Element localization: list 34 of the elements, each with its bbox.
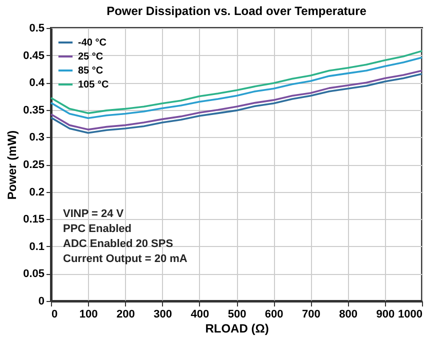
y-tick-label: 0.15 bbox=[23, 214, 44, 226]
line-series bbox=[50, 50, 423, 114]
y-tick-label: 0.35 bbox=[23, 104, 44, 116]
x-tick-label: 800 bbox=[339, 308, 358, 320]
y-tick-label: 0.1 bbox=[29, 240, 44, 253]
y-axis-title: Power (mW) bbox=[5, 130, 20, 200]
x-tick-label: 600 bbox=[264, 308, 284, 320]
y-tick-label: 0.2 bbox=[29, 186, 44, 198]
annotation: VINP = 24 V bbox=[63, 208, 124, 220]
x-tick-label: 200 bbox=[116, 308, 135, 320]
annotation: PPC Enabled bbox=[63, 223, 132, 235]
legend-label: 105 °C bbox=[78, 80, 109, 90]
y-tick-label: 0.4 bbox=[29, 77, 46, 90]
x-tick-label: 700 bbox=[302, 308, 320, 320]
x-tick-label: 300 bbox=[154, 308, 172, 320]
chart-title: Power Dissipation vs. Load over Temperature bbox=[106, 4, 367, 18]
legend-label: -40 °C bbox=[78, 38, 106, 48]
y-tick-label: 0.05 bbox=[23, 268, 44, 280]
x-tick-label: 0 bbox=[52, 308, 58, 320]
x-tick-label: 900 bbox=[376, 308, 395, 320]
y-tick-label: 0.45 bbox=[23, 50, 44, 62]
annotation: Current Output = 20 mA bbox=[63, 253, 188, 265]
x-tick-label: 100 bbox=[79, 308, 98, 320]
annotation: ADC Enabled 20 SPS bbox=[63, 238, 174, 250]
x-tick-label: 400 bbox=[190, 308, 210, 320]
x-tick-label: 500 bbox=[228, 308, 246, 320]
x-tick-label: 1000 bbox=[398, 308, 422, 320]
legend-label: 25 °C bbox=[78, 52, 104, 62]
x-axis-title: RLOAD (Ω) bbox=[205, 322, 269, 336]
legend-label: 85 °C bbox=[78, 66, 104, 76]
y-tick-label: 0.25 bbox=[23, 159, 44, 171]
y-tick-label: 0.3 bbox=[29, 132, 44, 144]
y-tick-label: 0 bbox=[38, 296, 44, 308]
y-tick-label: 0.5 bbox=[29, 22, 44, 34]
